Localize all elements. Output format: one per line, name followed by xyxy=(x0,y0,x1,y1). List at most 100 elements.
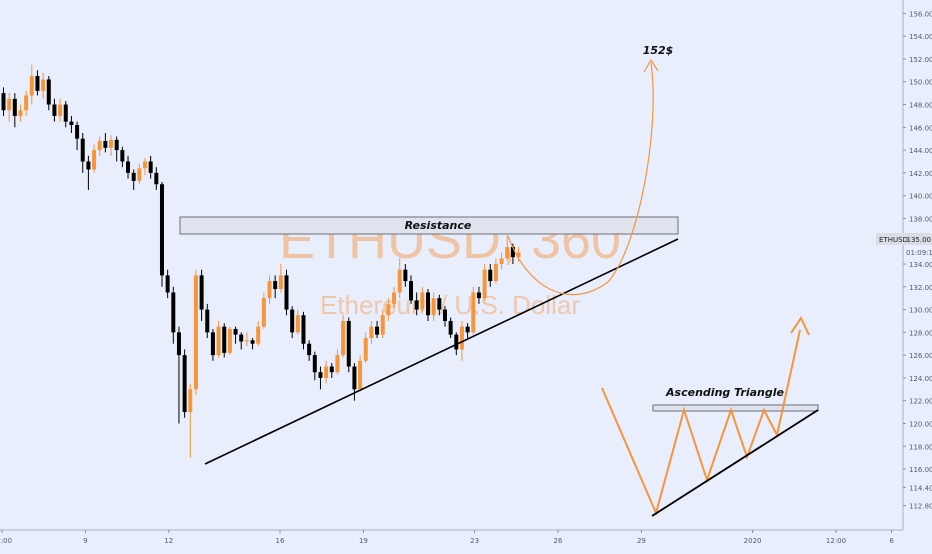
x-tick: 9 xyxy=(83,530,88,545)
candle xyxy=(159,181,164,287)
candle xyxy=(103,133,108,153)
y-tick: 122.00 xyxy=(903,398,932,406)
x-tick-label: 26 xyxy=(554,537,563,545)
y-tick-label: 124.00 xyxy=(909,375,932,383)
candle xyxy=(92,144,97,173)
candle xyxy=(63,101,68,128)
y-tick-label: 138.00 xyxy=(909,215,932,223)
candle xyxy=(358,355,363,392)
candle xyxy=(114,136,119,162)
x-tick: 12:00 xyxy=(826,530,846,545)
candle xyxy=(41,72,46,99)
candle xyxy=(148,155,153,179)
x-tick-label: 16 xyxy=(276,537,285,545)
candle xyxy=(312,351,317,381)
x-tick: 23 xyxy=(470,530,479,545)
candle xyxy=(97,136,102,156)
y-tick-label: 154.00 xyxy=(909,33,932,41)
candle xyxy=(58,98,63,122)
candles xyxy=(1,64,521,458)
y-axis[interactable]: 156.00 154.00 152.00 150.00 148.00 146.00 144.… xyxy=(903,10,932,510)
x-tick: 29 xyxy=(637,530,646,545)
pattern-zigzag xyxy=(601,329,801,517)
candle xyxy=(7,93,12,122)
candle xyxy=(12,93,17,128)
y-tick: 142.00 xyxy=(903,170,932,178)
candle xyxy=(46,76,51,111)
candle xyxy=(431,292,436,321)
y-tick-label: 118.00 xyxy=(909,443,932,451)
x-tick-label: 12:00 xyxy=(826,537,846,545)
candle xyxy=(182,349,187,418)
candle xyxy=(18,104,23,122)
candle xyxy=(267,275,272,304)
candle xyxy=(403,264,408,287)
y-tick: 132.00 xyxy=(903,284,932,292)
pattern-title: Ascending Triangle xyxy=(665,386,784,399)
candle xyxy=(35,70,40,96)
resistance-zone[interactable] xyxy=(179,216,679,235)
candle xyxy=(193,269,198,395)
candle xyxy=(301,311,306,350)
candle xyxy=(346,317,351,373)
projection-path[interactable] xyxy=(507,62,654,296)
candle xyxy=(465,323,470,339)
candle xyxy=(256,320,261,347)
candle xyxy=(284,269,289,316)
candle xyxy=(290,306,295,339)
candle xyxy=(482,264,487,301)
candle xyxy=(493,258,498,284)
y-tick: 134.00 xyxy=(903,261,932,269)
y-tick: 114.40 xyxy=(903,484,932,492)
candle xyxy=(426,289,430,321)
candle xyxy=(307,340,312,361)
projection-arrowhead xyxy=(643,58,659,73)
candle xyxy=(29,64,34,105)
candle xyxy=(488,264,493,287)
y-tick: 126.00 xyxy=(903,352,932,360)
y-tick-label: 150.00 xyxy=(909,79,932,87)
candle xyxy=(239,332,244,350)
y-tick-label: 140.00 xyxy=(909,193,932,201)
x-tick-label: 12 xyxy=(164,537,173,545)
y-tick: 130.00 xyxy=(903,307,932,315)
x-tick-label: 12:00 xyxy=(0,537,12,545)
y-tick-label: 120.00 xyxy=(909,420,932,428)
candle xyxy=(165,269,170,299)
pattern-support-line xyxy=(651,409,819,517)
candle xyxy=(369,320,374,344)
candle xyxy=(476,286,481,304)
resistance-label: Resistance xyxy=(405,219,472,232)
y-tick: 112.80 xyxy=(903,502,932,510)
support-trendline[interactable] xyxy=(204,238,679,465)
candle xyxy=(505,235,510,261)
candle xyxy=(442,306,447,327)
candle xyxy=(137,163,142,185)
y-tick-label: 146.00 xyxy=(909,124,932,132)
y-tick: 148.00 xyxy=(903,102,932,110)
y-tick-label: 156.00 xyxy=(909,10,932,18)
y-tick: 154.00 xyxy=(903,33,932,41)
candle xyxy=(341,315,346,358)
candle xyxy=(131,169,136,190)
y-tick-label: 142.00 xyxy=(909,170,932,178)
y-tick-label: 148.00 xyxy=(909,102,932,110)
candle xyxy=(261,292,266,329)
candle xyxy=(363,332,368,364)
candle xyxy=(176,326,181,424)
x-tick: 12:00 xyxy=(0,530,12,545)
candle xyxy=(324,360,329,384)
candle xyxy=(278,264,283,293)
y-tick: 156.00 xyxy=(903,10,932,18)
candle xyxy=(448,317,453,339)
candle xyxy=(86,155,91,190)
y-tick: 138.00 xyxy=(903,215,932,223)
x-tick: 16 xyxy=(276,530,285,545)
x-tick-label: 29 xyxy=(637,537,646,545)
candle xyxy=(199,269,204,321)
candle xyxy=(120,146,125,168)
candle xyxy=(392,286,397,310)
